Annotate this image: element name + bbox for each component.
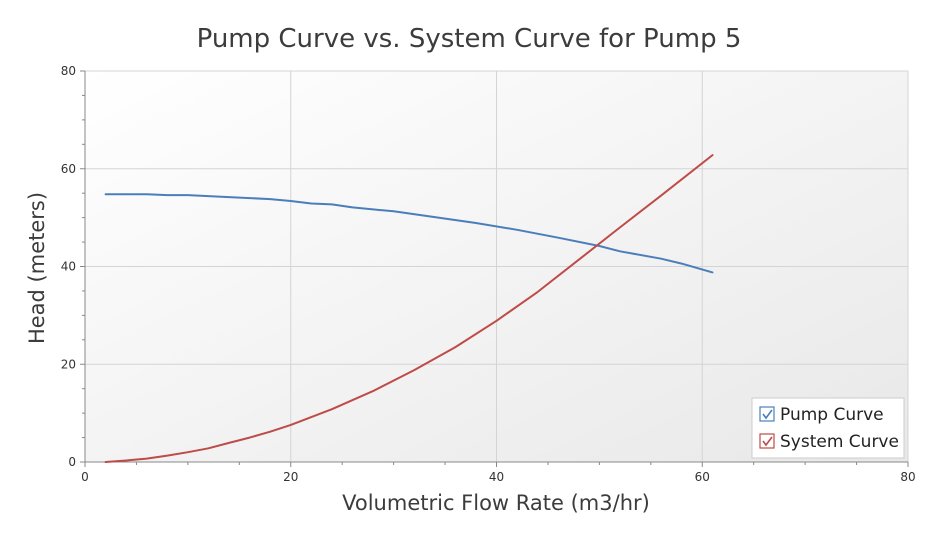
legend-checkbox[interactable] bbox=[759, 433, 775, 449]
checkmark-icon bbox=[762, 436, 773, 447]
x-axis-title: Volumetric Flow Rate (m3/hr) bbox=[342, 491, 650, 515]
x-tick-label: 20 bbox=[283, 470, 298, 484]
x-tick-label: 40 bbox=[489, 470, 504, 484]
x-tick-label: 60 bbox=[695, 470, 710, 484]
series-lines bbox=[104, 154, 714, 463]
legend-item-system-curve[interactable]: System Curve bbox=[759, 432, 899, 452]
legend-item-pump-curve[interactable]: Pump Curve bbox=[759, 405, 884, 425]
axes: 0 20 40 60 80 0 20 40 60 80 bbox=[61, 64, 916, 484]
y-axis-title: Head (meters) bbox=[25, 192, 49, 344]
x-tick-label: 0 bbox=[81, 470, 89, 484]
y-tick-label: 80 bbox=[61, 64, 76, 78]
legend-box bbox=[751, 397, 905, 459]
gridlines bbox=[85, 70, 909, 462]
legend: Pump Curve System Curve bbox=[751, 397, 905, 459]
y-tick-label: 60 bbox=[61, 162, 76, 176]
legend-label: System Curve bbox=[780, 432, 899, 452]
chart-title: Pump Curve vs. System Curve for Pump 5 bbox=[197, 24, 742, 54]
checkmark-icon bbox=[762, 409, 773, 420]
y-tick-label: 40 bbox=[61, 260, 76, 274]
pump-curve-line bbox=[104, 193, 714, 274]
system-curve-line bbox=[104, 154, 714, 463]
y-tick-label: 20 bbox=[61, 357, 76, 371]
legend-checkbox[interactable] bbox=[759, 406, 775, 422]
legend-label: Pump Curve bbox=[780, 405, 884, 425]
y-tick-label: 0 bbox=[68, 455, 76, 469]
x-tick-label: 80 bbox=[900, 470, 915, 484]
